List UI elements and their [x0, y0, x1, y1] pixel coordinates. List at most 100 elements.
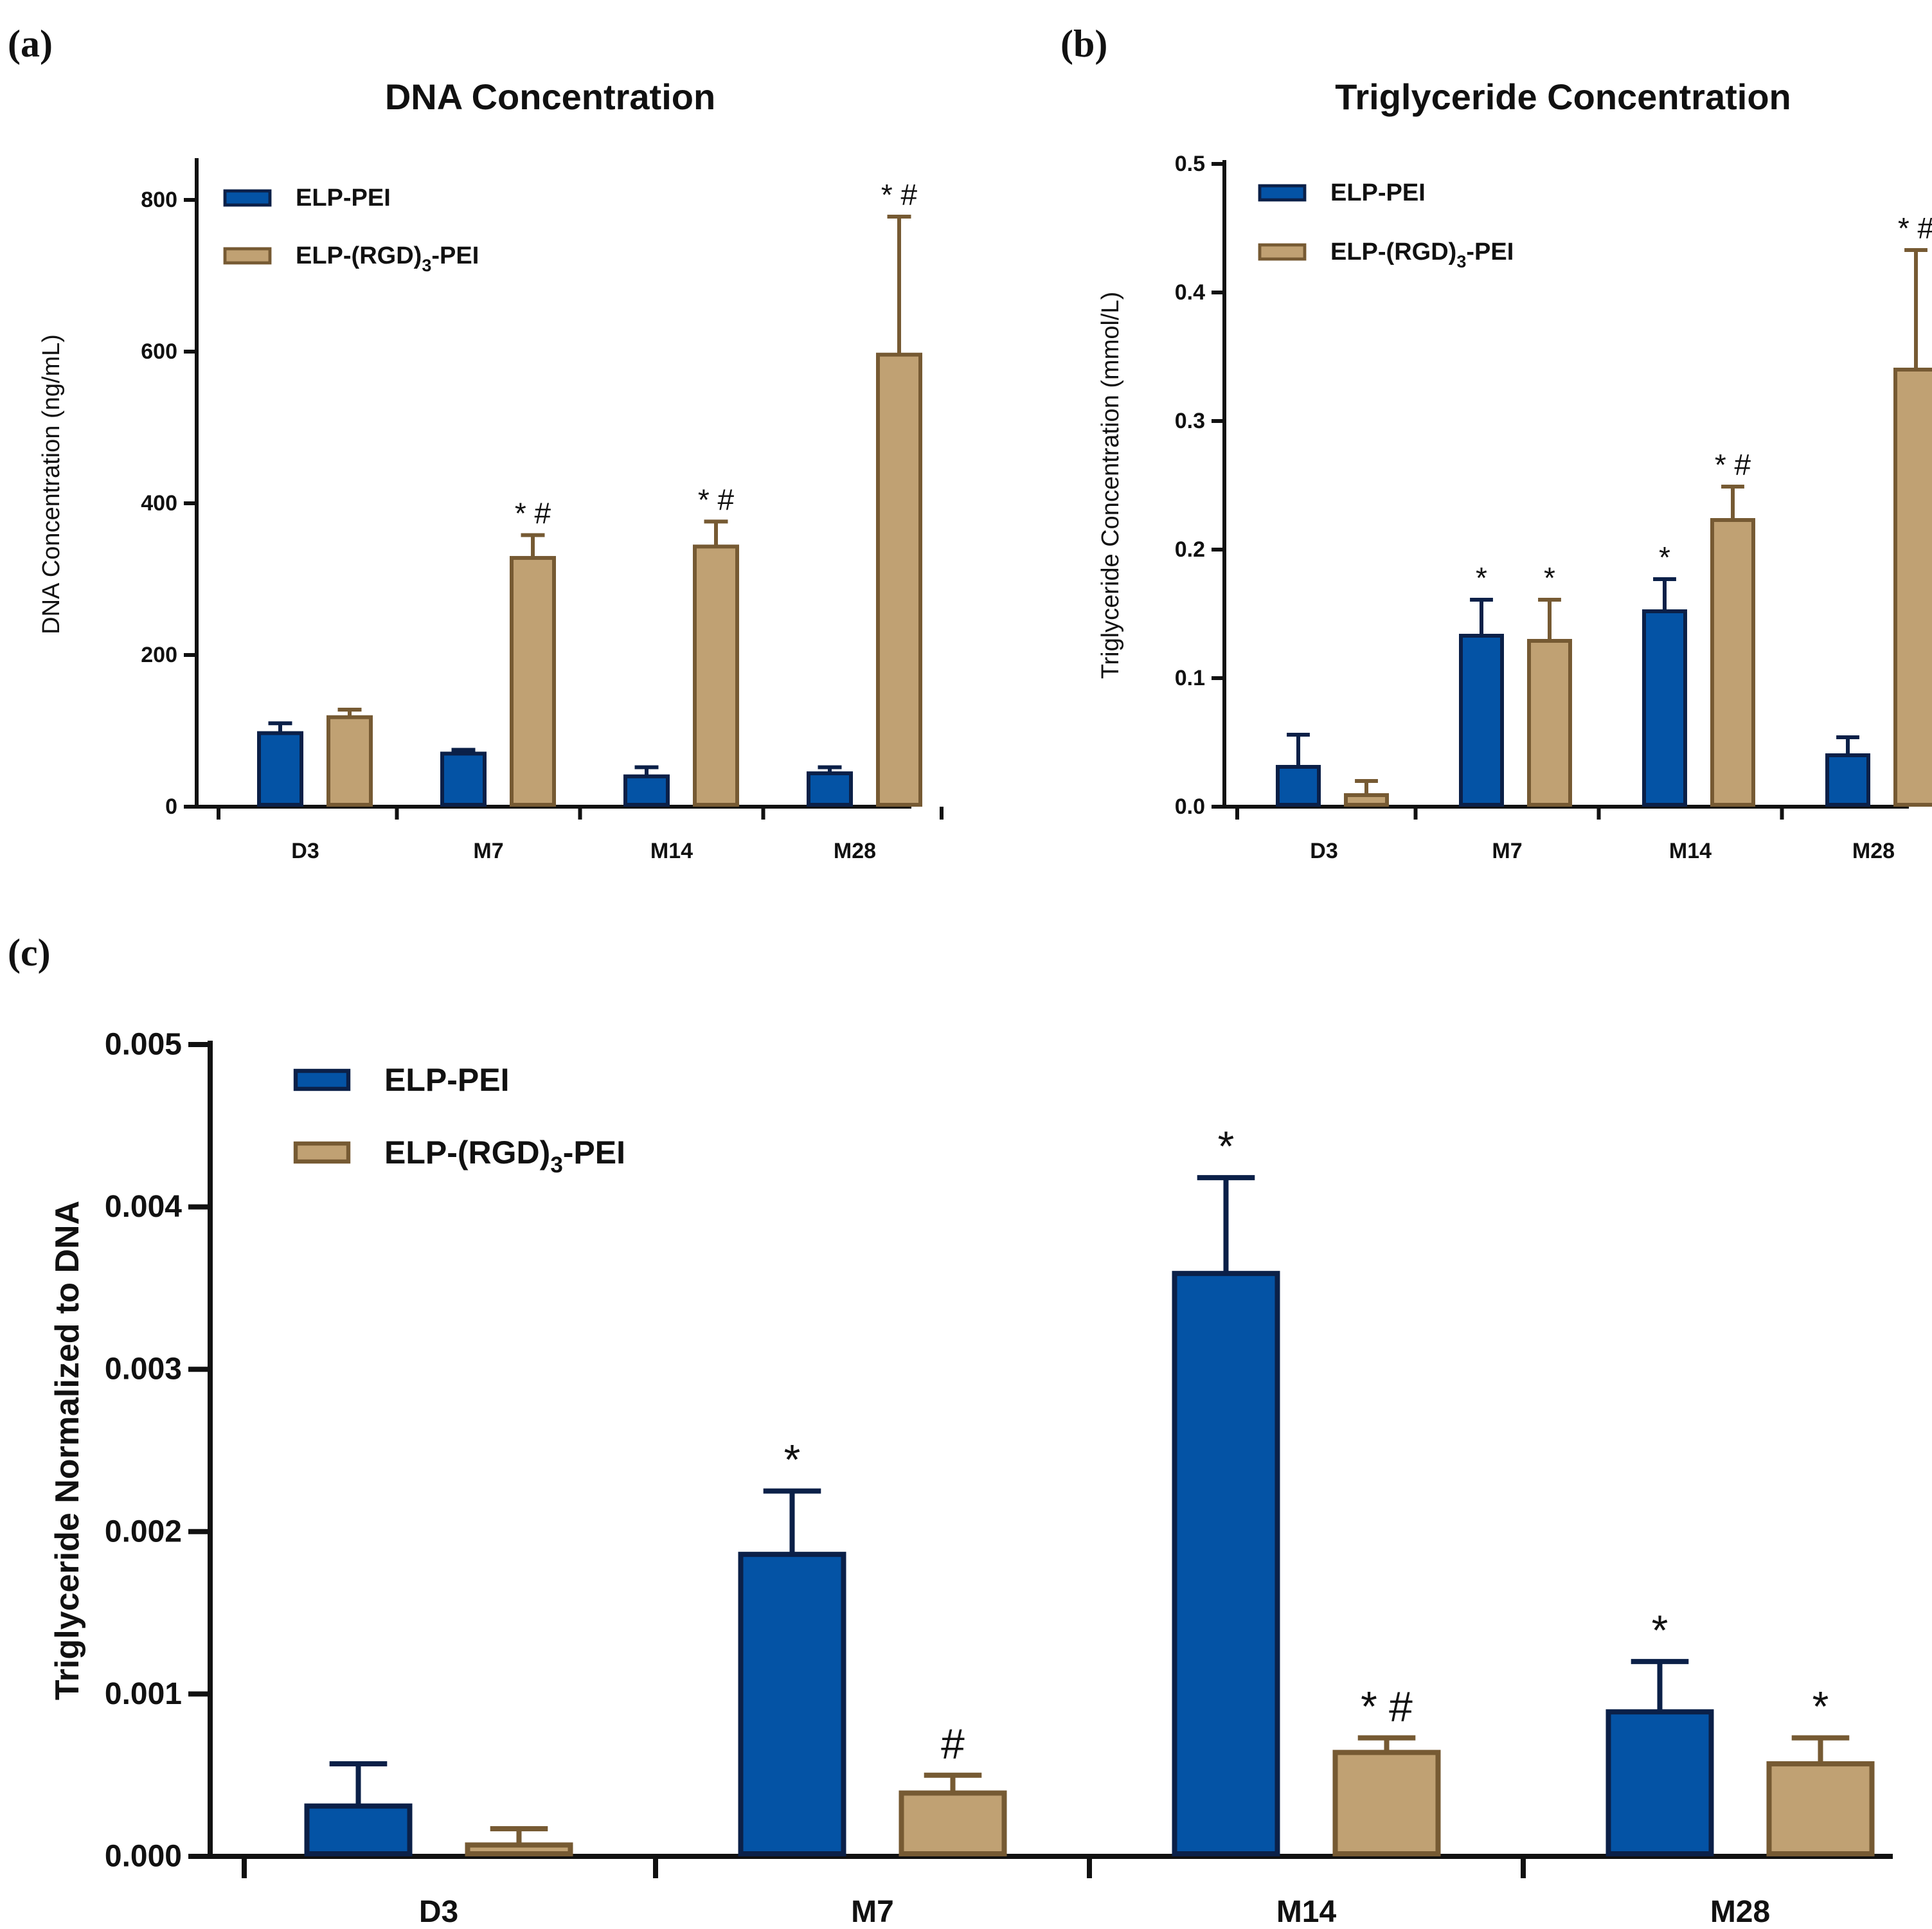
chart-triglyceride-normalized: Triglyceride Normalized to DNA 0.000 0.001… [49, 1028, 1893, 1929]
legend-swatch-elp-pei [223, 189, 272, 207]
elp-pei-bar [1606, 1709, 1714, 1857]
elp-pei-bar [1825, 753, 1870, 807]
y-tick-label: 0.2 [1175, 537, 1205, 562]
elp-pei-bar [1642, 609, 1687, 807]
elp-pei-bar [807, 771, 853, 807]
legend-label-elp-rgd: ELP-(RGD)3-PEI [1330, 238, 1514, 271]
x-tick-label: M28 [1710, 1895, 1770, 1929]
elp-pei-bar [1172, 1271, 1280, 1856]
y-tick-label: 0.005 [105, 1028, 182, 1062]
x-tick-label: M28 [834, 839, 876, 863]
legend-label-subscript: 3 [1456, 252, 1466, 271]
y-tick-label: 0.5 [1175, 152, 1205, 176]
elp-rgd-bar [1332, 1750, 1441, 1856]
legend-label-elp-rgd: ELP-(RGD)3-PEI [296, 242, 479, 275]
chart-triglyceride-concentration: Triglyceride Concentration Triglyceride C… [1097, 76, 1932, 863]
legend-swatch-elp-rgd [223, 247, 272, 265]
chart-title: Triglyceride Concentration [1335, 76, 1791, 117]
elp-rgd-significance-mark: # [941, 1720, 965, 1768]
elp-rgd-significance-mark: * [1812, 1683, 1829, 1730]
legend-swatch-elp-pei [1258, 184, 1307, 202]
elp-rgd-significance-mark: * [1544, 561, 1555, 595]
elp-pei-bar [257, 731, 303, 807]
y-tick-label: 0.000 [105, 1840, 182, 1874]
elp-rgd-significance-mark: * # [1715, 448, 1751, 481]
elp-pei-significance-mark: * [1659, 541, 1670, 574]
legend-label-elp-pei: ELP-PEI [1330, 179, 1426, 206]
elp-pei-bar [1459, 634, 1504, 807]
elp-rgd-bar [899, 1790, 1007, 1857]
elp-pei-significance-mark: * [1218, 1122, 1235, 1170]
legend-label-elp-pei: ELP-PEI [296, 184, 391, 211]
elp-rgd-bar [326, 715, 373, 807]
elp-rgd-bar [510, 555, 556, 807]
panel-label-a: (a) [8, 22, 53, 65]
elp-pei-significance-mark: * [1476, 561, 1487, 595]
panel-label-c: (c) [8, 931, 51, 974]
y-tick-label: 600 [141, 339, 177, 364]
elp-pei-significance-mark: * [1652, 1606, 1668, 1654]
x-tick-label: M14 [650, 839, 693, 863]
legend-label-subscript: 3 [550, 1153, 562, 1178]
elp-rgd-bar [1766, 1761, 1875, 1857]
elp-rgd-significance-mark: * # [698, 483, 735, 516]
elp-rgd-bar [1710, 518, 1755, 807]
legend-swatch-elp-rgd [293, 1141, 351, 1164]
chart-dna-concentration: DNA Concentration DNA Concentration (ng/m… [38, 76, 944, 863]
elp-rgd-bar [1893, 368, 1932, 807]
elp-pei-bar [738, 1552, 846, 1857]
y-tick-label: 0.004 [105, 1190, 182, 1224]
elp-rgd-significance-mark: * # [1361, 1683, 1413, 1730]
y-tick-label: 0.3 [1175, 409, 1205, 433]
legend-swatch-elp-pei [293, 1068, 351, 1091]
legend-label-part: ELP-(RGD) [296, 242, 422, 269]
elp-rgd-bar [1527, 639, 1572, 807]
elp-pei-bar [1276, 765, 1321, 807]
legend-label-subscript: 3 [422, 256, 431, 275]
legend-label-elp-pei: ELP-PEI [384, 1062, 509, 1098]
y-axis-label: Triglyceride Concentration (mmol/L) [1097, 292, 1124, 679]
elp-rgd-bar [465, 1842, 573, 1857]
x-tick-label: M7 [1492, 839, 1522, 863]
y-tick-label: 400 [141, 491, 177, 516]
elp-rgd-significance-mark: * # [881, 178, 918, 211]
legend-label-part: ELP-(RGD) [1330, 238, 1456, 265]
x-tick-label: M14 [1276, 1895, 1337, 1929]
x-tick-label: M14 [1669, 839, 1712, 863]
x-tick-label: D3 [419, 1895, 458, 1929]
elp-pei-bar [304, 1803, 413, 1857]
elp-rgd-bar [876, 352, 922, 807]
elp-rgd-significance-mark: * # [1898, 211, 1932, 245]
x-tick-label: M7 [851, 1895, 894, 1929]
panel-label-b: (b) [1060, 22, 1107, 65]
elp-rgd-bar [1344, 793, 1389, 807]
elp-pei-bar [440, 751, 487, 807]
y-tick-label: 0.001 [105, 1677, 182, 1711]
legend-swatch-elp-rgd [1258, 243, 1307, 261]
legend-label-part: -PEI [563, 1135, 625, 1171]
elp-pei-significance-mark: * [784, 1436, 801, 1484]
y-tick-label: 0.002 [105, 1514, 182, 1548]
chart-title: DNA Concentration [385, 76, 715, 117]
x-tick-label: D3 [1310, 839, 1337, 863]
y-tick-label: 0.4 [1175, 280, 1205, 305]
x-tick-label: D3 [291, 839, 319, 863]
y-axis-label: DNA Concentration (ng/mL) [38, 334, 65, 634]
y-tick-label: 800 [141, 188, 177, 212]
legend-label-part: ELP-(RGD) [384, 1135, 550, 1171]
y-tick-label: 0.0 [1175, 794, 1205, 819]
elp-rgd-significance-mark: * # [515, 497, 551, 530]
y-tick-label: 0.1 [1175, 666, 1205, 690]
legend-label-part: -PEI [431, 242, 479, 269]
y-tick-label: 0.003 [105, 1352, 182, 1386]
x-tick-label: M7 [473, 839, 503, 863]
legend-label-elp-rgd: ELP-(RGD)3-PEI [384, 1135, 625, 1178]
elp-rgd-bar [693, 544, 739, 807]
elp-pei-bar [623, 774, 670, 807]
y-axis-label: Triglyceride Normalized to DNA [49, 1201, 86, 1700]
legend-label-part: -PEI [1466, 238, 1514, 265]
x-tick-label: M28 [1852, 839, 1895, 863]
y-tick-label: 200 [141, 643, 177, 667]
y-tick-label: 0 [165, 794, 177, 819]
